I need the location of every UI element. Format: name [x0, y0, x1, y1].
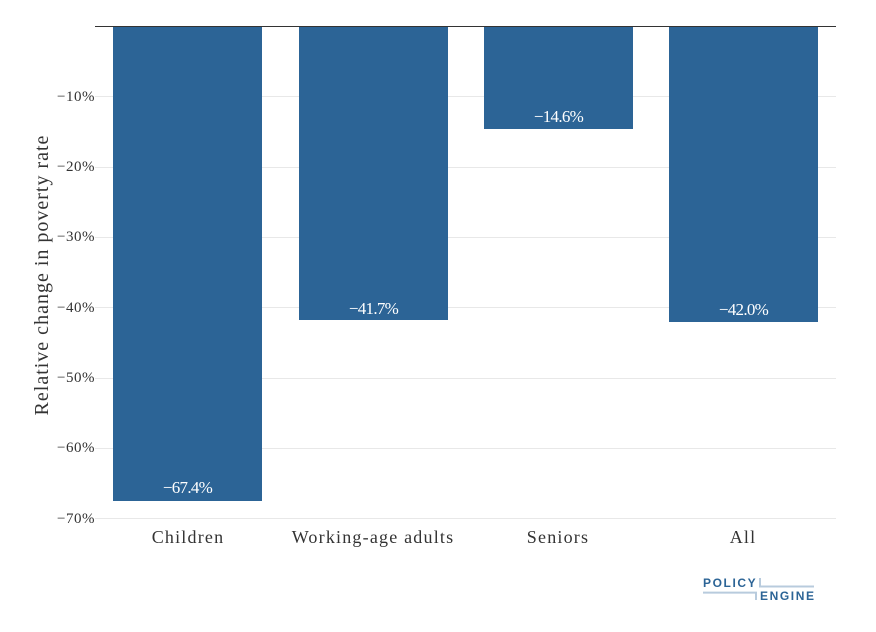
svg-text:POLICY: POLICY — [703, 576, 757, 590]
svg-text:ENGINE: ENGINE — [760, 589, 816, 603]
